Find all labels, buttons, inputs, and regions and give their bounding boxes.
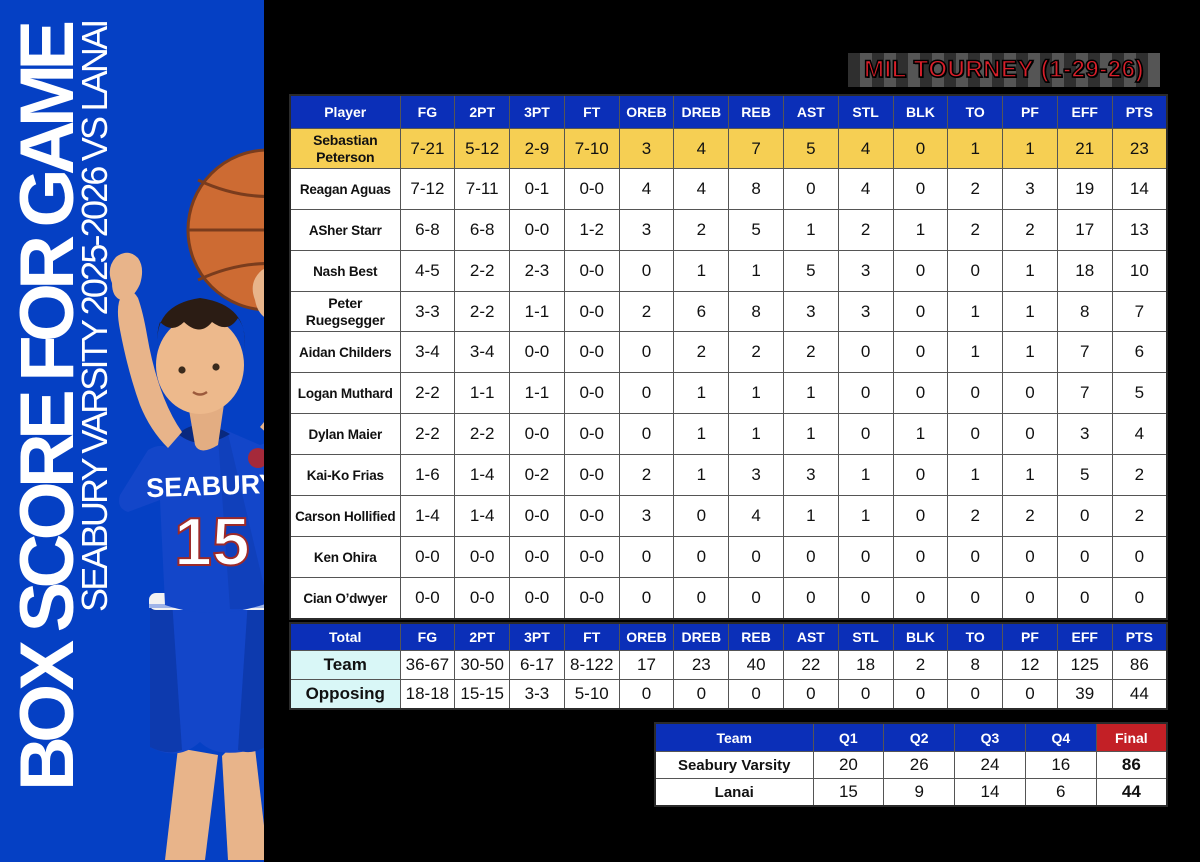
svg-text:15: 15 [174,504,250,580]
svg-text:SEABURY: SEABURY [146,469,264,504]
